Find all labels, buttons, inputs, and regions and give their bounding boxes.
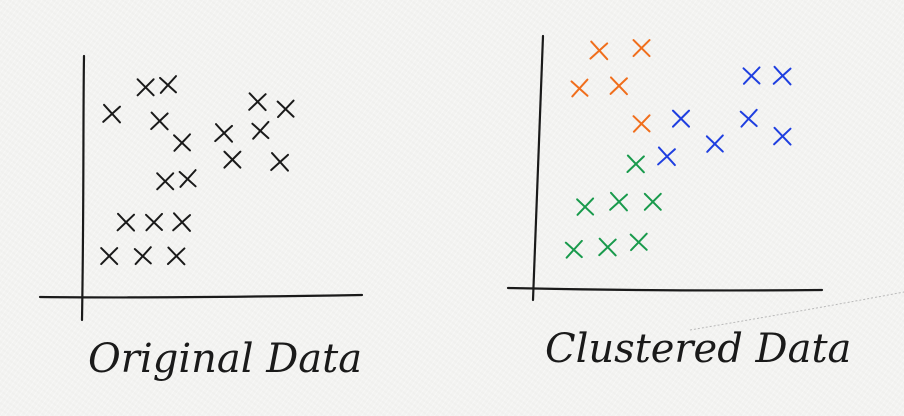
clustered-data-caption: Clustered Data bbox=[545, 326, 851, 372]
data-point-x-mark bbox=[251, 120, 270, 140]
data-point-x-mark bbox=[626, 154, 645, 174]
data-point-x-mark bbox=[609, 76, 628, 96]
data-point-x-mark bbox=[576, 197, 595, 216]
data-point-x-mark bbox=[178, 169, 197, 188]
data-point-x-mark bbox=[632, 39, 651, 58]
clustered-marks bbox=[564, 39, 792, 259]
data-point-x-mark bbox=[589, 40, 609, 61]
data-point-x-mark bbox=[150, 111, 169, 131]
clustered-x-axis bbox=[506, 286, 824, 292]
data-point-x-mark bbox=[173, 133, 191, 152]
data-point-x-mark bbox=[145, 212, 163, 232]
data-point-x-mark bbox=[276, 99, 295, 119]
data-point-x-mark bbox=[672, 109, 690, 128]
data-point-x-mark bbox=[159, 75, 177, 94]
clustered-data-panel: Clustered Data bbox=[506, 34, 904, 372]
data-point-x-mark bbox=[739, 108, 758, 128]
data-point-x-mark bbox=[167, 246, 186, 266]
data-point-x-mark bbox=[773, 126, 792, 146]
data-point-x-mark bbox=[742, 66, 761, 85]
data-point-x-mark bbox=[136, 78, 155, 97]
data-point-x-mark bbox=[270, 152, 289, 172]
data-point-x-mark bbox=[100, 247, 119, 266]
original-data-panel: Original Data bbox=[38, 54, 364, 382]
data-point-x-mark bbox=[609, 191, 628, 212]
original-data-caption: Original Data bbox=[88, 336, 362, 382]
data-point-x-mark bbox=[214, 123, 233, 143]
data-point-x-mark bbox=[598, 237, 617, 257]
data-point-x-mark bbox=[657, 146, 676, 167]
data-point-x-mark bbox=[632, 114, 651, 133]
clustered-y-axis bbox=[531, 34, 545, 302]
data-point-x-mark bbox=[705, 134, 724, 153]
original-x-axis bbox=[38, 293, 364, 299]
data-point-x-mark bbox=[223, 150, 242, 169]
data-point-x-mark bbox=[102, 103, 121, 124]
data-point-x-mark bbox=[156, 172, 175, 191]
data-point-x-mark bbox=[248, 92, 267, 112]
data-point-x-mark bbox=[570, 78, 589, 98]
stray-pencil-line bbox=[689, 291, 904, 331]
data-point-x-mark bbox=[629, 232, 648, 252]
data-point-x-mark bbox=[116, 212, 135, 232]
original-y-axis bbox=[80, 54, 86, 322]
data-point-x-mark bbox=[772, 65, 792, 86]
data-point-x-mark bbox=[172, 212, 191, 232]
data-point-x-mark bbox=[643, 192, 662, 211]
original-marks bbox=[100, 75, 295, 266]
data-point-x-mark bbox=[133, 246, 152, 266]
data-point-x-mark bbox=[564, 239, 583, 259]
